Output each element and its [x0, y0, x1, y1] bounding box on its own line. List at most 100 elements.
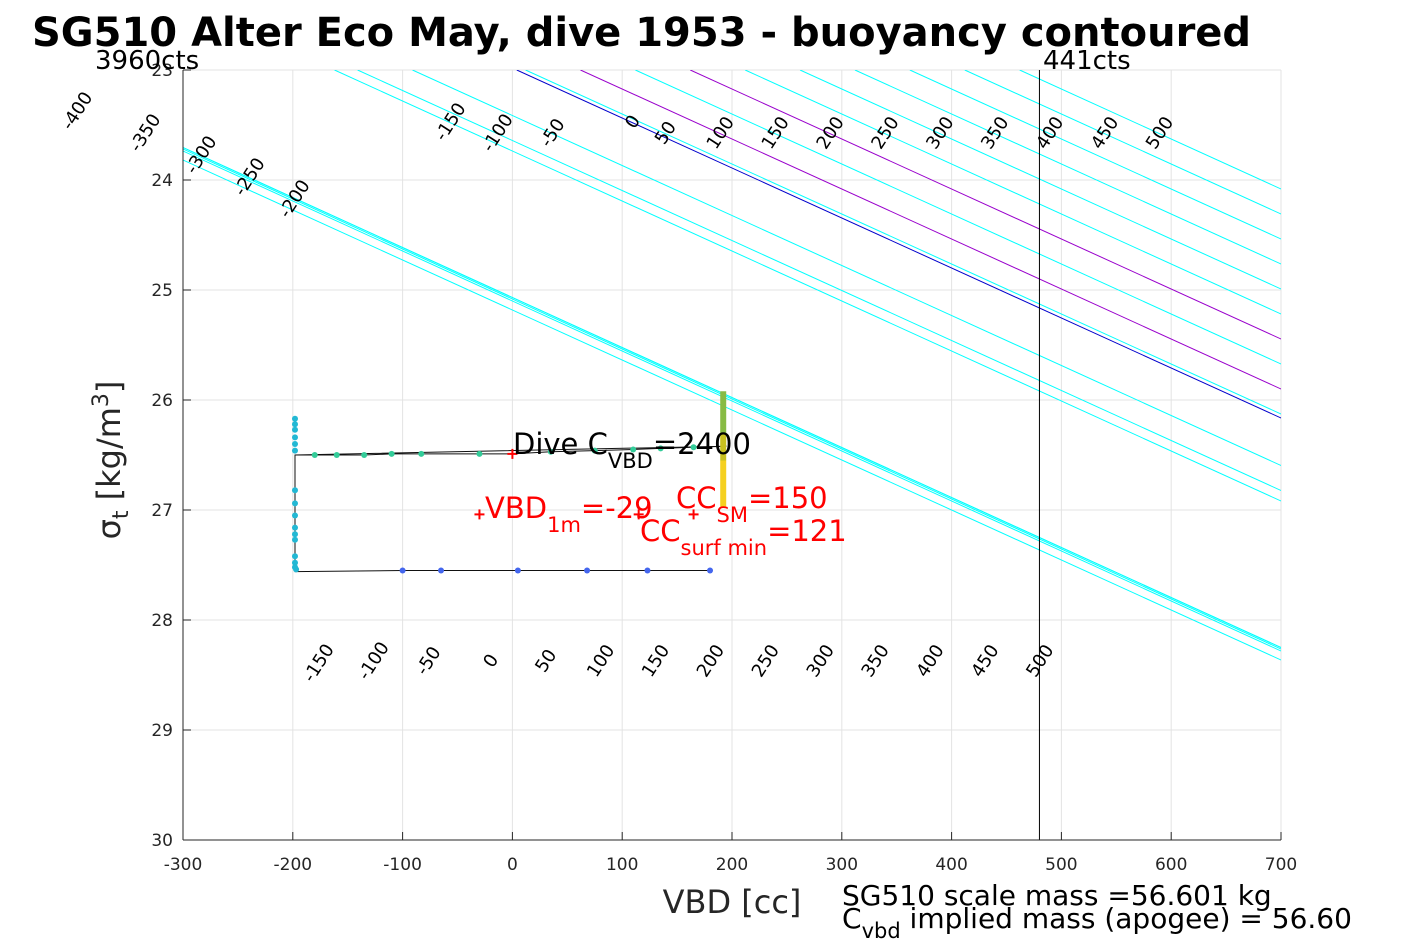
contour-line [799, 70, 1281, 290]
x-tick-label: 300 [826, 855, 858, 875]
data-point [388, 450, 395, 457]
data-point [418, 450, 425, 457]
y-tick-label: 23 [151, 61, 173, 81]
contour-line [183, 159, 1281, 661]
annotation-cc-sm: CCSM=150 [676, 481, 828, 527]
contour-line [909, 70, 1281, 240]
data-point [291, 500, 298, 507]
x-tick-label: 500 [1045, 855, 1077, 875]
data-point [291, 536, 298, 543]
data-point [547, 448, 554, 455]
annotation-cc-sm-pre: CC [676, 481, 717, 515]
contour-label: 500 [1142, 113, 1178, 153]
annotation-dive-cvbd: Dive CVBD=2400 [513, 427, 751, 473]
footer-line-2-pre: C [842, 902, 862, 935]
annotation-dive-cvbd-pre: Dive C [513, 427, 608, 461]
contour-line [516, 70, 1281, 419]
x-tick-label: 700 [1265, 855, 1297, 875]
contour-label-lower: 500 [1022, 641, 1058, 681]
contour-label-lower: 300 [803, 641, 839, 681]
data-point [591, 447, 598, 454]
contour-label-lower: 100 [583, 641, 619, 681]
chart-title: SG510 Alter Eco May, dive 1953 - buoyanc… [32, 10, 1251, 56]
y-tick-label: 28 [151, 611, 173, 631]
x-axis-label: VBD [cc] [663, 883, 802, 921]
contour-line [580, 70, 1281, 390]
contour-label-lower: 400 [912, 641, 948, 681]
contour-line [183, 146, 1281, 649]
data-point [291, 559, 298, 566]
annotation-dive-cvbd-sub: VBD [608, 449, 653, 473]
data-point [644, 567, 651, 574]
contour-line [854, 70, 1281, 265]
data-point [707, 567, 714, 574]
data-point [291, 434, 298, 441]
annotation-vbd-1m-post: =-29 [581, 491, 653, 525]
footer-line-2: Cvbd implied mass (apogee) = 56.60 [842, 902, 1352, 943]
contour-line [183, 148, 1281, 650]
data-point [333, 452, 340, 458]
contour-label: 450 [1087, 113, 1123, 153]
contour-line [357, 70, 1281, 492]
y-axis-label: σt [kg/m3] [89, 381, 134, 540]
data-point [291, 441, 298, 447]
x-tick-label: 0 [507, 855, 518, 875]
contour-line [690, 70, 1281, 340]
x-tick-label: 200 [716, 855, 748, 875]
contour-label: -200 [275, 176, 315, 222]
contour-label-lower: 50 [531, 646, 561, 677]
data-point [291, 447, 298, 454]
y-label-unit: [kg/m [90, 407, 128, 510]
contour-line [635, 70, 1281, 365]
contour-label-lower: 350 [857, 641, 893, 681]
contour-label: -100 [478, 110, 518, 156]
contour-label: 300 [922, 113, 958, 153]
contour-label: 100 [703, 113, 739, 153]
x-tick-label: 600 [1155, 855, 1187, 875]
y-tick-label: 25 [151, 281, 173, 301]
contour-label-lower: 150 [638, 641, 674, 681]
count-label-right: 441cts [1043, 46, 1131, 76]
data-point [361, 452, 368, 458]
annotation-cc-sm-sub: SM [717, 503, 748, 527]
contour-label-lower: -150 [299, 640, 339, 686]
contour-label: 350 [977, 113, 1013, 153]
contour-group [183, 70, 1281, 661]
x-tick-label: -200 [274, 855, 313, 875]
plot-area: -400 -350 -300 -250 -200-150 -100 -50 0 50 100 150… [57, 61, 1297, 875]
contour-label: 50 [651, 118, 681, 149]
contour-label: 0 [621, 111, 645, 132]
x-tick-label: -300 [164, 855, 203, 875]
data-point [293, 566, 300, 573]
footer-line-2-sub: vbd [862, 919, 901, 943]
contour-line [183, 150, 1281, 652]
data-point [690, 444, 697, 451]
contour-line [412, 70, 1281, 467]
contour-label-lower: 450 [967, 641, 1003, 681]
y-tick-label: 30 [151, 831, 173, 851]
data-point [630, 446, 637, 453]
footer: SG510 scale mass =56.601 kg Cvbd implied… [842, 879, 1352, 943]
contour-label-lower: 200 [693, 641, 729, 681]
data-point [438, 567, 445, 574]
x-tick-label: -100 [383, 855, 422, 875]
contour-label: 400 [1032, 113, 1068, 153]
data-point [311, 452, 318, 458]
data-point [657, 445, 664, 452]
data-point [399, 567, 406, 574]
data-point [291, 415, 298, 422]
data-point [291, 421, 298, 428]
data-point [291, 512, 298, 519]
contour-line [334, 70, 1281, 502]
contour-line [525, 70, 1281, 415]
y-label-sigma: σ [90, 519, 128, 539]
x-tick-label: 100 [606, 855, 638, 875]
data-point [291, 553, 298, 560]
contour-label: -50 [536, 115, 570, 151]
annotation-cc-sm-post: =150 [748, 481, 828, 515]
annotation-cc-surf-post: =121 [767, 514, 847, 548]
contour-label-lower: 0 [479, 650, 503, 671]
data-point [476, 450, 483, 457]
annotation-vbd-1m: VBD1m=-29 [485, 491, 653, 537]
